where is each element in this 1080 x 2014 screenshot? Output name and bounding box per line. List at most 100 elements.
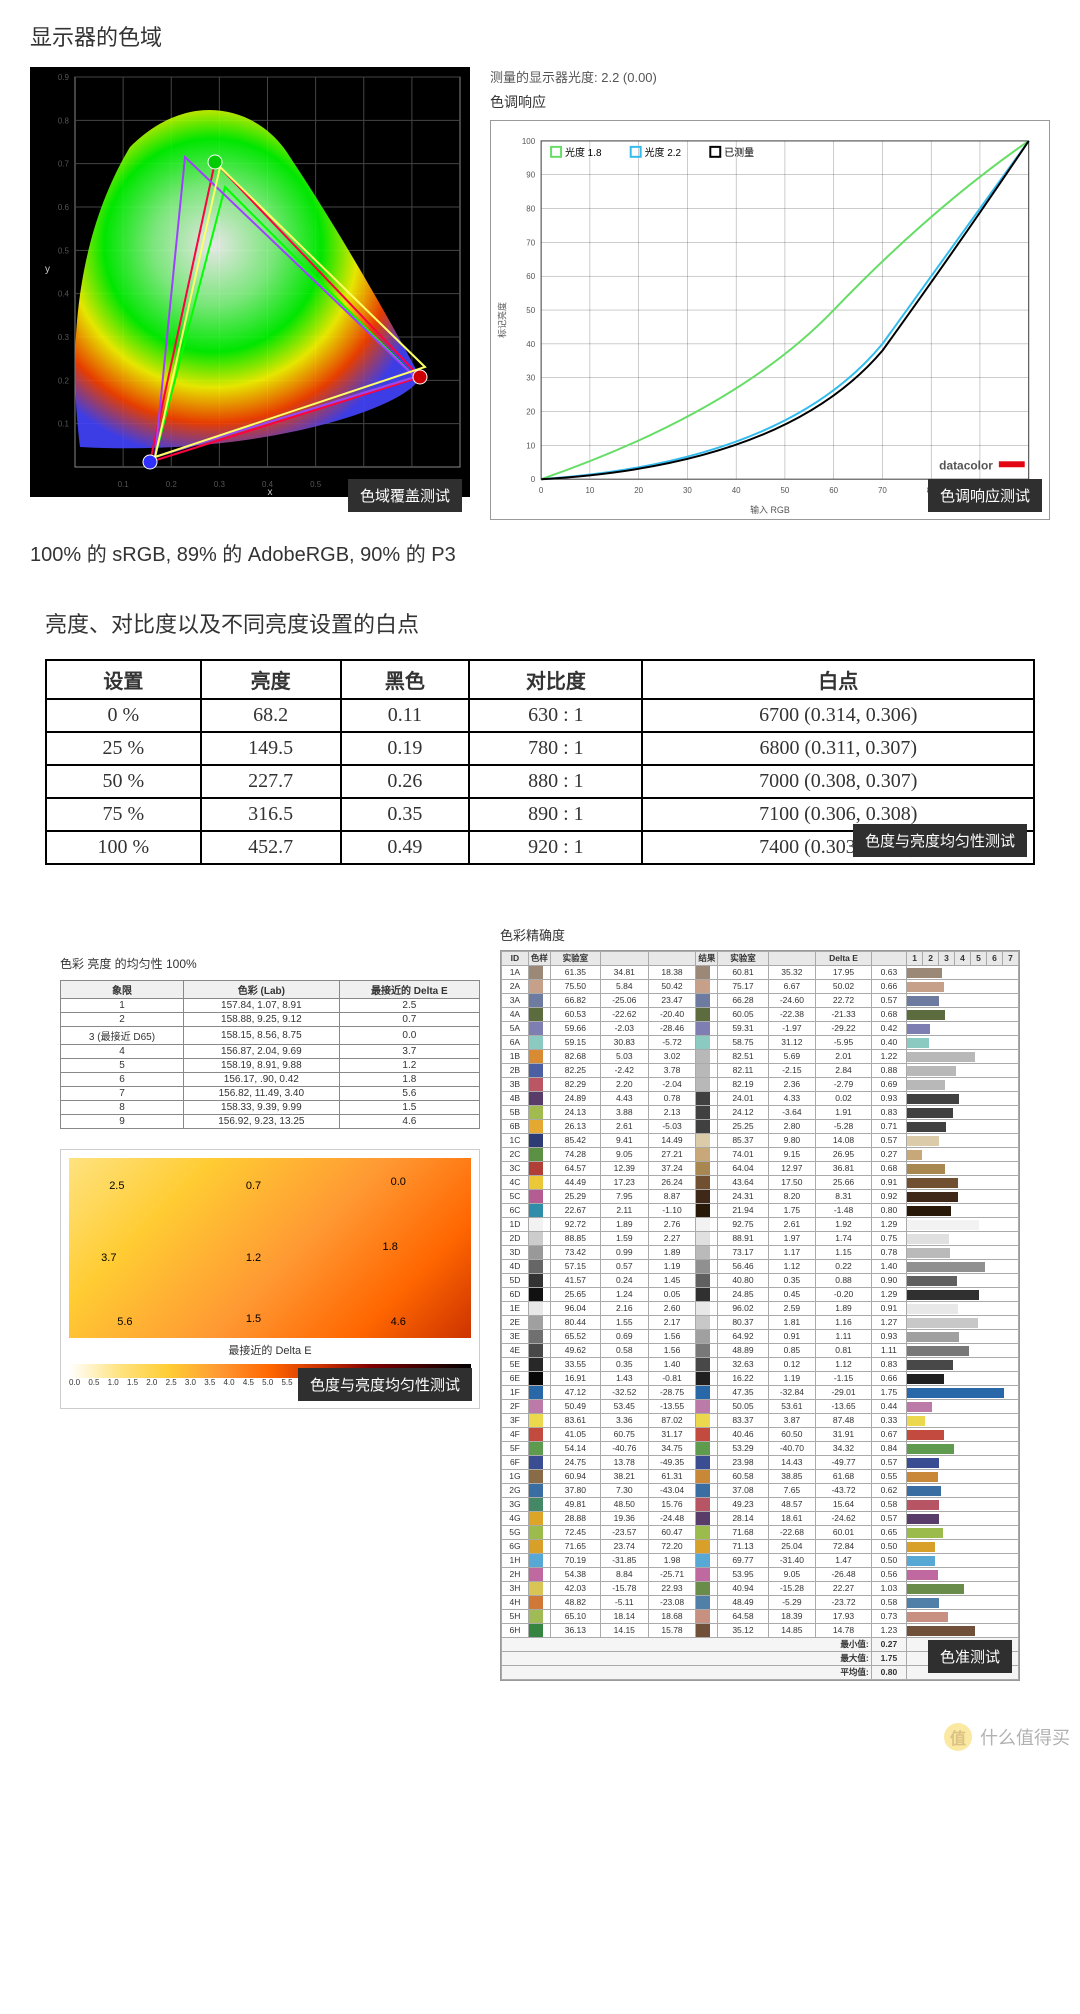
table-row: 2D 88.851.592.27 88.911.971.74 0.75 xyxy=(502,1232,1019,1246)
table-row: 5G 72.45-23.5760.47 71.68-22.6860.01 0.6… xyxy=(502,1526,1019,1540)
heatmap-caption: 最接近的 Delta E xyxy=(69,1342,471,1358)
table-row: 4G 28.8819.36-24.48 28.1418.61-24.62 0.5… xyxy=(502,1512,1019,1526)
table-row: 5E 33.550.351.40 32.630.121.12 0.83 xyxy=(502,1358,1019,1372)
table-header: 白点 xyxy=(642,660,1034,699)
svg-text:0.1: 0.1 xyxy=(118,480,130,489)
heatmap-value: 5.6 xyxy=(117,1316,132,1328)
table-header: 色样 xyxy=(528,952,550,966)
table-header: 亮度 xyxy=(201,660,341,699)
svg-text:0.8: 0.8 xyxy=(58,116,70,125)
uniformity-title: 色彩 亮度 的均匀性 100% xyxy=(60,955,480,972)
table-row: 1G 60.9438.2161.31 60.5838.8561.68 0.55 xyxy=(502,1470,1019,1484)
gamut-title: 显示器的色域 xyxy=(30,20,1080,52)
table-row: 1H 70.19-31.851.98 69.77-31.401.47 0.50 xyxy=(502,1554,1019,1568)
accuracy-title: 色彩精确度 xyxy=(500,925,1020,944)
table-row: 50 %227.70.26880 : 17000 (0.308, 0.307) xyxy=(46,765,1034,798)
svg-text:y: y xyxy=(45,264,50,275)
svg-text:100: 100 xyxy=(522,137,536,146)
svg-text:70: 70 xyxy=(526,238,535,247)
tone-chart: 0010102020303040405050606070708080909010… xyxy=(490,120,1050,520)
gamut-summary: 100% 的 sRGB, 89% 的 AdobeRGB, 90% 的 P3 xyxy=(30,538,1080,567)
svg-text:0.5: 0.5 xyxy=(310,480,322,489)
table-row: 6156.17, .90, 0.421.8 xyxy=(61,1073,480,1087)
table-row: 2H 54.388.84-25.71 53.959.05-26.48 0.56 xyxy=(502,1568,1019,1582)
table-header: 色彩 (Lab) xyxy=(183,981,339,999)
table-row: 3 (最接近 D65)158.15, 8.56, 8.750.0 xyxy=(61,1027,480,1045)
svg-text:标记亮度: 标记亮度 xyxy=(496,302,507,338)
table-row: 6B 26.132.61-5.03 25.252.80-5.28 0.71 xyxy=(502,1120,1019,1134)
table-header: 7 xyxy=(1002,952,1018,966)
table-row: 4C 44.4917.2326.24 43.6417.5025.66 0.91 xyxy=(502,1176,1019,1190)
table-header xyxy=(600,952,648,966)
table-header xyxy=(768,952,816,966)
svg-text:x: x xyxy=(268,487,273,497)
table-header xyxy=(871,952,906,966)
table-row: 6H 36.1314.1515.78 35.1214.8514.78 1.23 xyxy=(502,1624,1019,1638)
table-header: Delta E xyxy=(816,952,872,966)
svg-text:80: 80 xyxy=(526,205,535,214)
svg-text:输入 RGB: 输入 RGB xyxy=(750,504,790,515)
table-header: 设置 xyxy=(46,660,201,699)
table-row: 4H 48.82-5.11-23.08 48.49-5.29-23.72 0.5… xyxy=(502,1596,1019,1610)
table-header xyxy=(648,952,696,966)
table-row: 4E 49.620.581.56 48.890.850.81 1.11 xyxy=(502,1344,1019,1358)
svg-text:0: 0 xyxy=(531,475,536,484)
table-header: 5 xyxy=(970,952,986,966)
table-row: 1C 85.429.4114.49 85.379.8014.08 0.57 xyxy=(502,1134,1019,1148)
table-row: 2158.88, 9.25, 9.120.7 xyxy=(61,1013,480,1027)
heatmap-value: 0.7 xyxy=(246,1180,261,1192)
table-row: 3H 42.03-15.7822.93 40.94-15.2822.27 1.0… xyxy=(502,1582,1019,1596)
svg-text:40: 40 xyxy=(732,486,741,495)
table-header: 最接近的 Delta E xyxy=(339,981,479,999)
table-row: 6F 24.7513.78-49.35 23.9814.43-49.77 0.5… xyxy=(502,1456,1019,1470)
table-header: 3 xyxy=(939,952,955,966)
table-row: 25 %149.50.19780 : 16800 (0.311, 0.307) xyxy=(46,732,1034,765)
brightness-table-card: 设置亮度黑色对比度白点0 %68.20.11630 : 16700 (0.314… xyxy=(45,659,1035,865)
watermark-text: 什么值得买 xyxy=(980,1724,1070,1750)
table-row: 1157.84, 1.07, 8.912.5 xyxy=(61,999,480,1013)
table-header: 结果 xyxy=(696,952,718,966)
table-row: 8158.33, 9.39, 9.991.5 xyxy=(61,1101,480,1115)
svg-text:0.2: 0.2 xyxy=(58,376,70,385)
table-row: 6E 16.911.43-0.81 16.221.19-1.15 0.66 xyxy=(502,1372,1019,1386)
watermark: 值 什么值得买 xyxy=(944,1723,1070,1751)
table-row: 5158.19, 8.91, 9.881.2 xyxy=(61,1059,480,1073)
table-row: 7156.82, 11.49, 3.405.6 xyxy=(61,1087,480,1101)
gamut-badge: 色域覆盖测试 xyxy=(348,479,462,512)
svg-text:datacolor: datacolor xyxy=(939,458,993,472)
table-row: 4D 57.150.571.19 56.461.120.22 1.40 xyxy=(502,1260,1019,1274)
svg-text:0.3: 0.3 xyxy=(58,333,70,342)
table-row: 3G 49.8148.5015.76 49.2348.5715.64 0.58 xyxy=(502,1498,1019,1512)
brightness-badge: 色度与亮度均匀性测试 xyxy=(853,824,1027,857)
svg-text:0: 0 xyxy=(539,486,544,495)
table-row: 2E 80.441.552.17 80.371.811.16 1.27 xyxy=(502,1316,1019,1330)
tone-badge: 色调响应测试 xyxy=(928,479,1042,512)
table-header: 1 xyxy=(907,952,923,966)
svg-text:0.4: 0.4 xyxy=(58,290,70,299)
svg-text:20: 20 xyxy=(634,486,643,495)
uniformity-badge: 色度与亮度均匀性测试 xyxy=(298,1368,472,1401)
table-row: 3E 65.520.691.56 64.920.911.11 0.93 xyxy=(502,1330,1019,1344)
table-row: 6G 71.6523.7472.20 71.1325.0472.84 0.50 xyxy=(502,1540,1019,1554)
svg-text:60: 60 xyxy=(526,272,535,281)
table-row: 1B 82.685.033.02 82.515.692.01 1.22 xyxy=(502,1050,1019,1064)
tone-chart-card: 测量的显示器光度: 2.2 (0.00) 色调响应 00101020203030… xyxy=(490,67,1050,520)
table-header: ID xyxy=(502,952,529,966)
watermark-icon: 值 xyxy=(944,1723,972,1751)
heatmap-value: 4.6 xyxy=(391,1316,406,1328)
svg-text:30: 30 xyxy=(526,374,535,383)
table-header: 象限 xyxy=(61,981,184,999)
svg-text:已测量: 已测量 xyxy=(724,146,754,159)
svg-text:90: 90 xyxy=(526,171,535,180)
table-row: 2F 50.4953.45-13.55 50.0553.61-13.65 0.4… xyxy=(502,1400,1019,1414)
table-header: 实验室 xyxy=(550,952,600,966)
svg-text:30: 30 xyxy=(683,486,692,495)
accuracy-table: ID色样实验室结果实验室Delta E1234567 1A 61.3534.81… xyxy=(501,951,1019,1680)
svg-text:40: 40 xyxy=(526,340,535,349)
svg-text:0.5: 0.5 xyxy=(58,246,70,255)
table-row: 4F 41.0560.7531.17 40.4660.5031.91 0.67 xyxy=(502,1428,1019,1442)
svg-text:70: 70 xyxy=(878,486,887,495)
table-row: 6D 25.651.240.05 24.850.45-0.20 1.29 xyxy=(502,1288,1019,1302)
table-row: 1F 47.12-32.52-28.75 47.35-32.84-29.01 1… xyxy=(502,1386,1019,1400)
svg-text:光度 1.8: 光度 1.8 xyxy=(565,146,602,159)
